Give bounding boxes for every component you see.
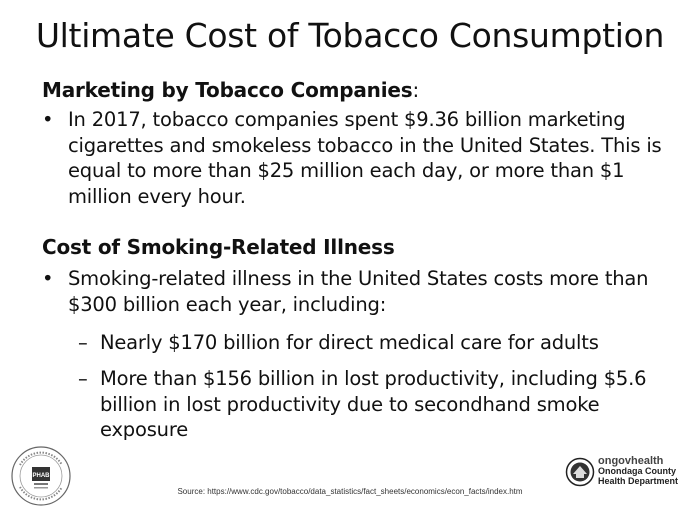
subitem-medical-care-text: Nearly $170 billion for direct medical c… bbox=[100, 331, 599, 354]
county-seal-icon bbox=[565, 457, 595, 487]
slide-title: Ultimate Cost of Tobacco Consumption bbox=[35, 16, 665, 55]
subitem-medical-care: – Nearly $170 billion for direct medical… bbox=[78, 330, 688, 356]
org-name-ongovhealth: ongovhealth bbox=[598, 455, 664, 467]
dash-glyph: – bbox=[78, 367, 88, 390]
bullet-illness-text: Smoking-related illness in the United St… bbox=[68, 267, 649, 316]
phab-seal-logo: PHAB bbox=[10, 445, 72, 507]
section-heading-illness: Cost of Smoking-Related Illness bbox=[42, 235, 395, 259]
subitem-lost-productivity-text: More than $156 billion in lost productiv… bbox=[100, 367, 647, 442]
heading-colon: : bbox=[412, 78, 419, 102]
dash-glyph: – bbox=[78, 331, 88, 354]
bullet-dot: • bbox=[42, 108, 54, 131]
section-heading-marketing: Marketing by Tobacco Companies: bbox=[42, 77, 419, 103]
section-heading-marketing-text: Marketing by Tobacco Companies bbox=[42, 78, 413, 102]
bullet-marketing: • In 2017, tobacco companies spent $9.36… bbox=[42, 107, 682, 209]
bullet-illness: • Smoking-related illness in the United … bbox=[42, 266, 682, 317]
bullet-dot: • bbox=[42, 267, 54, 290]
phab-seal-text: PHAB bbox=[32, 473, 50, 479]
org-name-department: Health Department bbox=[598, 476, 679, 486]
source-citation: Source: https://www.cdc.gov/tobacco/data… bbox=[177, 487, 523, 496]
subitem-lost-productivity: – More than $156 billion in lost product… bbox=[78, 366, 688, 443]
org-name-county: Onondaga County bbox=[598, 466, 676, 476]
bullet-marketing-text: In 2017, tobacco companies spent $9.36 b… bbox=[68, 108, 662, 208]
health-department-logo: ongovhealth Onondaga County Health Depar… bbox=[598, 455, 679, 487]
